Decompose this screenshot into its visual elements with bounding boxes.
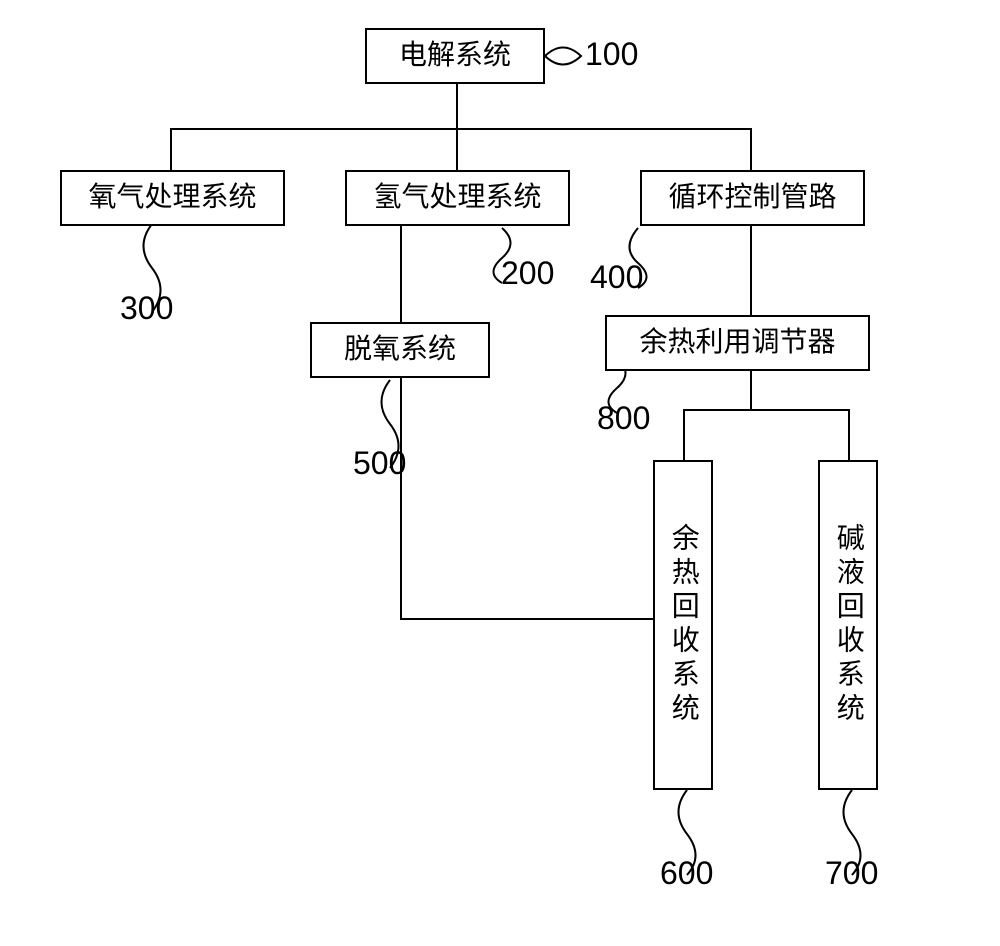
node-circulation-control: 循环控制管路 [640,170,865,226]
edge-line [456,84,458,130]
node-waste-heat-recovery: 余热回收系统 [653,460,713,790]
edge-line [683,409,685,460]
node-electrolysis-system: 电解系统 [365,28,545,84]
node-hydrogen-processing: 氢气处理系统 [345,170,570,226]
node-deoxygenation: 脱氧系统 [310,322,490,378]
ref-label-400: 400 [590,259,643,296]
node-label: 余热利用调节器 [639,326,835,360]
node-label: 电解系统 [399,39,511,73]
edge-line [750,226,752,315]
flowchart-diagram: 电解系统 氧气处理系统 氢气处理系统 循环控制管路 脱氧系统 余热利用调节器 余… [0,0,1000,946]
ref-label-300: 300 [120,290,173,327]
ref-label-200: 200 [501,255,554,292]
node-label: 碱液回收系统 [831,523,865,727]
ref-label-800: 800 [597,400,650,437]
node-waste-heat-regulator: 余热利用调节器 [605,315,870,371]
ref-label-600: 600 [660,855,713,892]
ref-label-700: 700 [825,855,878,892]
node-label: 脱氧系统 [344,333,456,367]
edge-line [683,409,848,411]
node-oxygen-processing: 氧气处理系统 [60,170,285,226]
node-label: 氧气处理系统 [88,181,256,215]
node-alkali-recovery: 碱液回收系统 [818,460,878,790]
edge-line [170,128,172,170]
edge-line [848,409,850,460]
node-label: 余热回收系统 [666,523,700,727]
node-label: 循环控制管路 [668,181,836,215]
edge-line [750,128,752,170]
edge-line [750,371,752,411]
edge-line [400,226,402,322]
ref-label-500: 500 [353,445,406,482]
ref-label-100: 100 [585,36,638,73]
edge-line [400,618,655,620]
node-label: 氢气处理系统 [373,181,541,215]
edge-line [456,128,458,170]
edge-line [170,128,750,130]
